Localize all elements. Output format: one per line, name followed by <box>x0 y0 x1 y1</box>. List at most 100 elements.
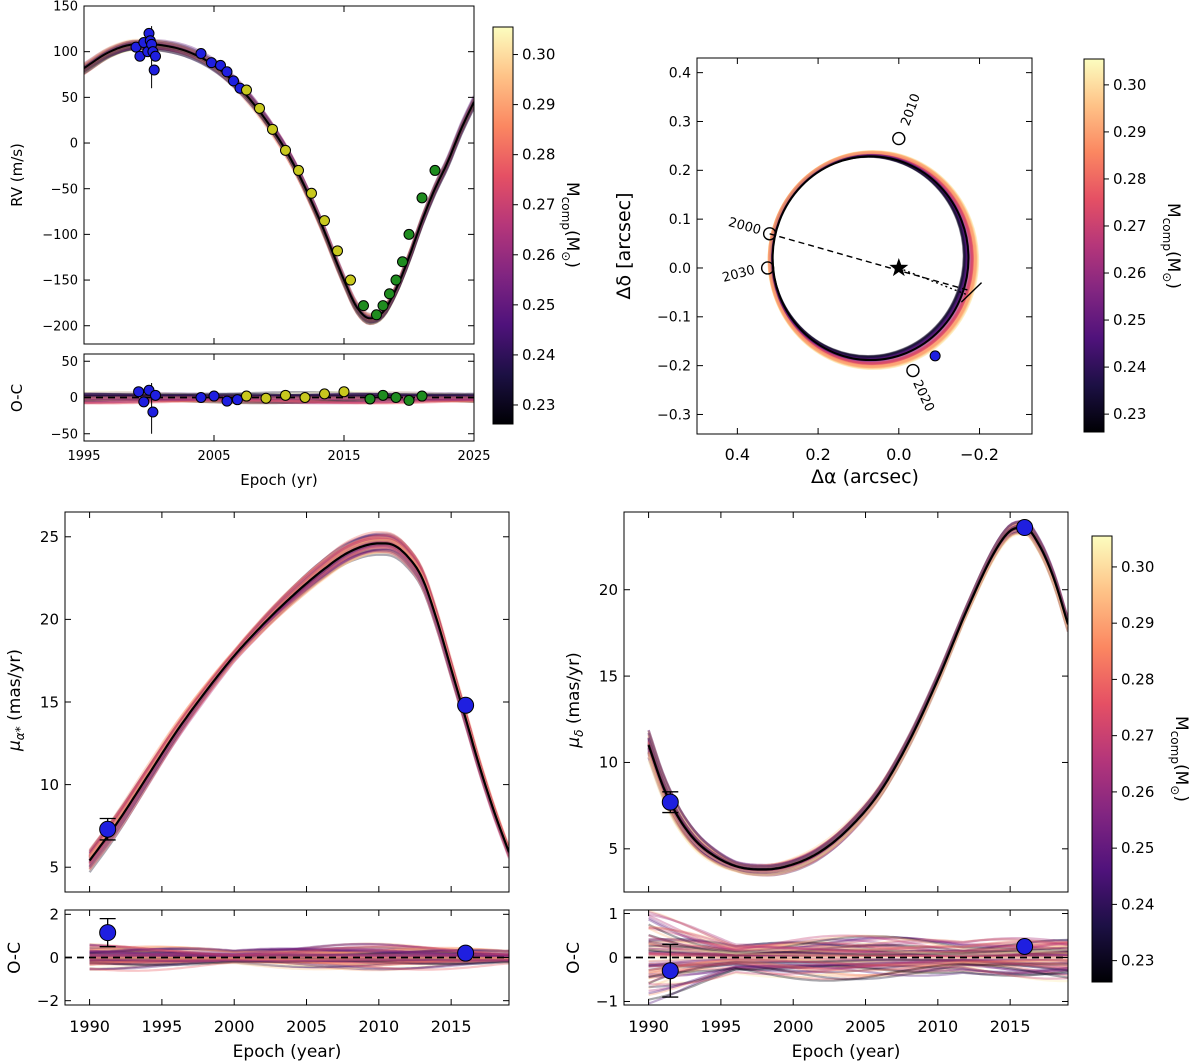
y-tick-label: −2 <box>37 992 59 1010</box>
pm-dec-oc-x-ticks: 1990 1995 2000 2005 2010 2015 <box>628 512 1031 1036</box>
posterior-orbit-line <box>88 551 509 871</box>
colorbar-tick-label: 0.25 <box>1121 839 1154 857</box>
y-tick-label: 150 <box>53 0 78 15</box>
posterior-orbit-line <box>84 41 474 320</box>
posterior-orbit-line <box>89 959 509 965</box>
posterior-orbit-line <box>84 42 474 320</box>
pm-ra-ylabel-sub: α* <box>13 726 27 740</box>
posterior-orbit-line <box>84 42 474 319</box>
posterior-orbit-line <box>89 958 509 962</box>
pm-dec-ylabel-sub: δ <box>572 730 586 737</box>
posterior-orbit-line <box>84 41 474 318</box>
colorbar-tick-label: 0.23 <box>522 396 555 414</box>
posterior-orbit-line <box>84 46 474 323</box>
posterior-orbit-line <box>647 523 1068 868</box>
pm-dec-ylabel-unit: (mas/yr) <box>564 652 584 729</box>
rv-oc-point-yellow <box>319 388 330 400</box>
posterior-orbit-line <box>89 957 509 966</box>
posterior-orbit-line <box>84 44 474 321</box>
colorbar-tick-label: 0.27 <box>1121 727 1154 745</box>
posterior-orbit-line <box>84 43 474 320</box>
rv-y-ticks: 150 100 50 0 −50 −100 −150 −200 <box>42 0 474 334</box>
rv-point-green <box>377 300 389 312</box>
posterior-orbit-line <box>647 520 1068 868</box>
posterior-orbit-line <box>88 549 509 869</box>
astrometry-x-ticks: 2010 2000 2030 2020 0.4 0.2 0.0 −0.2 <box>721 58 999 464</box>
posterior-orbit-line <box>88 550 509 871</box>
posterior-orbit-line <box>89 957 509 965</box>
rv-point-blue <box>148 64 160 76</box>
posterior-orbit-line <box>88 548 509 868</box>
colorbar-pm: 0.23 0.24 0.25 0.26 0.27 0.28 0.29 0.30 Mcomp(M⊙… <box>1091 535 1191 983</box>
posterior-orbit-ellipse <box>767 150 978 369</box>
posterior-orbit-ellipse <box>768 152 974 365</box>
posterior-orbit-line <box>648 933 1068 956</box>
y-tick-label: 25 <box>40 528 59 546</box>
posterior-orbit-line <box>89 946 509 954</box>
posterior-orbit-line <box>89 946 509 954</box>
posterior-orbit-line <box>648 960 1068 980</box>
x-tick-label: 1995 <box>142 1017 183 1036</box>
posterior-orbit-line <box>648 911 1068 950</box>
posterior-orbit-ellipse <box>768 151 974 366</box>
posterior-orbit-line <box>84 42 474 319</box>
rv-oc-point-yellow <box>280 389 291 401</box>
colorbar-label-part: (M <box>1171 764 1191 785</box>
rv-point-yellow <box>280 144 291 156</box>
rv-point-blue <box>221 66 233 78</box>
posterior-orbit-line <box>84 41 474 319</box>
colorbar-tick-label: 0.26 <box>522 246 555 264</box>
posterior-orbit-line <box>84 43 474 321</box>
pm-ra-oc-point <box>457 944 475 962</box>
posterior-orbit-line <box>89 949 509 958</box>
posterior-orbit-line <box>84 42 474 320</box>
colorbar-tick-label: 0.28 <box>1113 170 1146 188</box>
posterior-orbit-line <box>84 44 474 322</box>
posterior-orbit-line <box>647 520 1068 868</box>
posterior-orbit-line <box>648 940 1068 955</box>
posterior-orbit-line <box>648 962 1068 982</box>
y-tick-label: 2 <box>49 906 59 924</box>
posterior-orbit-line <box>84 47 474 324</box>
x-tick-label: 2005 <box>286 1017 327 1036</box>
posterior-orbit-line <box>84 42 474 319</box>
colorbar-gradient <box>1091 535 1113 983</box>
y-tick-label: −50 <box>51 182 78 197</box>
posterior-orbit-line <box>89 957 509 963</box>
posterior-orbit-line <box>89 958 509 971</box>
posterior-orbit-line <box>88 539 509 858</box>
posterior-orbit-line <box>89 960 509 967</box>
posterior-orbit-line <box>648 951 1068 958</box>
posterior-orbit-line <box>89 947 509 954</box>
pm-ra-panel <box>88 531 509 873</box>
colorbar-tick-label: 0.28 <box>1121 670 1154 688</box>
rv-point-green <box>416 192 428 204</box>
posterior-orbit-line <box>89 947 509 954</box>
posterior-orbit-line <box>648 946 1068 956</box>
posterior-orbit-line <box>88 535 509 855</box>
posterior-orbit-line <box>647 530 1068 875</box>
posterior-orbit-line <box>648 927 1068 953</box>
pm-dec-oc-point <box>1016 938 1034 956</box>
posterior-orbit-line <box>88 533 509 853</box>
posterior-orbit-line <box>648 953 1068 958</box>
posterior-orbit-line <box>89 957 509 961</box>
posterior-orbit-line <box>89 944 509 957</box>
posterior-orbit-line <box>89 958 509 962</box>
y-tick-label: −1 <box>596 993 618 1011</box>
y-tick-label: 0.0 <box>669 261 691 277</box>
posterior-orbit-line <box>89 958 509 964</box>
posterior-orbit-ellipse <box>767 150 978 369</box>
y-tick-label: 20 <box>599 581 618 599</box>
y-tick-label: 15 <box>599 667 618 685</box>
posterior-orbit-line <box>648 913 1068 950</box>
rv-point-blue <box>205 57 217 69</box>
posterior-orbit-line <box>84 40 474 318</box>
colorbar-tick-label: 0.23 <box>1121 952 1154 970</box>
posterior-orbit-line <box>648 963 1068 992</box>
pm-dec-oc-panel <box>624 910 1068 1005</box>
posterior-orbit-line <box>647 522 1068 868</box>
posterior-orbit-line <box>84 44 474 321</box>
epoch-label-2010: 2010 <box>898 92 923 128</box>
posterior-orbit-line <box>84 41 474 319</box>
